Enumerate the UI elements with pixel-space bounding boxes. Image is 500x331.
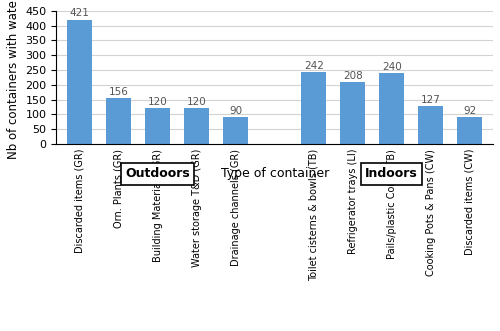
Bar	[379, 73, 404, 144]
Bar	[301, 72, 326, 144]
Text: 421: 421	[70, 8, 89, 18]
Bar	[67, 20, 92, 144]
Text: 156: 156	[109, 87, 128, 97]
Bar	[418, 106, 444, 144]
Text: 90: 90	[229, 106, 242, 116]
Text: Type of container: Type of container	[220, 167, 329, 180]
Text: 120: 120	[187, 97, 206, 107]
Text: 127: 127	[420, 95, 440, 105]
Text: Outdoors: Outdoors	[126, 167, 190, 180]
Text: 208: 208	[343, 71, 362, 81]
Text: 240: 240	[382, 62, 402, 72]
Y-axis label: Nb of containers with water: Nb of containers with water	[7, 0, 20, 159]
Text: 242: 242	[304, 61, 324, 71]
Bar	[340, 82, 365, 144]
Bar	[106, 98, 132, 144]
Text: 92: 92	[463, 106, 476, 116]
Text: 120: 120	[148, 97, 168, 107]
Bar	[145, 109, 171, 144]
Bar	[184, 109, 210, 144]
Text: Indoors: Indoors	[366, 167, 418, 180]
Bar	[457, 117, 482, 144]
Bar	[223, 117, 248, 144]
